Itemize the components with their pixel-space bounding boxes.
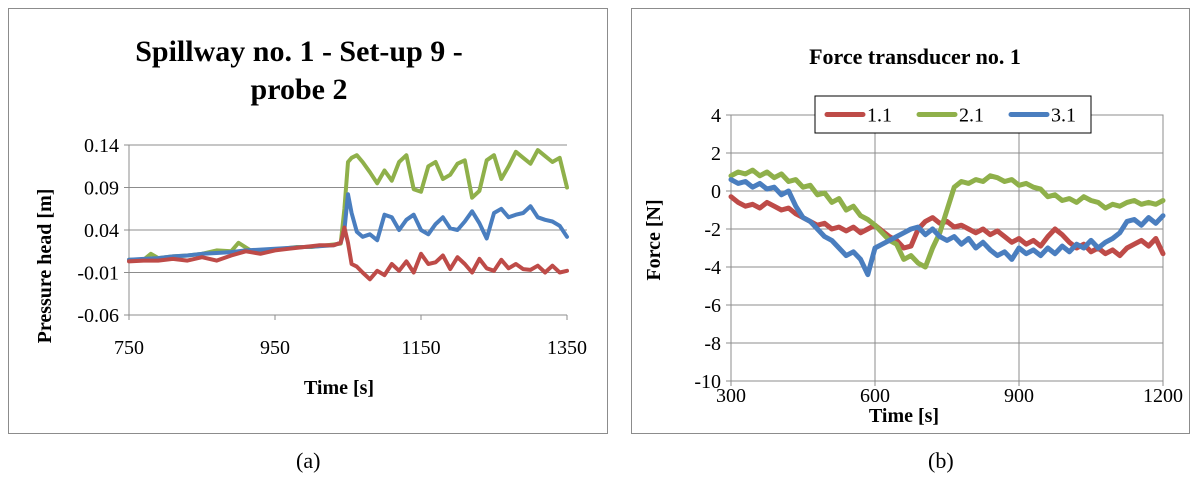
x-tick-label: 750 [114,337,144,359]
y-tick-label: -0.06 [77,305,119,327]
chart-panel-a: Spillway no. 1 - Set-up 9 - probe 2 Time… [8,8,608,434]
x-tick-label: 1150 [401,337,440,359]
y-tick-label: 0.09 [84,178,119,200]
series-line-3-1 [728,177,1166,278]
y-tick-label: 0.14 [84,135,119,157]
chart-panel-b: Force transducer no. 1 Time [s] Force [N… [631,8,1190,434]
x-tick-label: 900 [1004,385,1034,407]
legend-label-2-1: 2.1 [959,105,984,127]
chart-title: Force transducer no. 1 [809,44,1021,69]
x-axis-title: Time [s] [304,377,374,399]
x-tick-label: 1350 [547,337,587,359]
series-line-2-1 [728,167,1166,270]
series-line-3 [127,225,569,282]
y-tick-label: 0.04 [84,220,119,242]
y-tick-label: -6 [704,295,721,317]
y-tick-label: -2 [704,219,721,241]
y-tick-label: 2 [711,143,721,165]
x-axis-title: Time [s] [869,405,939,427]
caption-a: (a) [296,448,321,473]
force-transducer-chart: Force transducer no. 1 Time [s] Force [N… [643,44,1183,427]
y-tick-label: -8 [704,333,721,355]
y-tick-label: 4 [711,105,721,127]
chart-title-line2: probe 2 [251,73,348,106]
legend-label-3-1: 3.1 [1051,105,1076,127]
caption-b: (b) [928,448,954,473]
series-line-1 [127,148,569,262]
legend-label-1-1: 1.1 [867,105,892,127]
y-axis-title: Force [N] [643,199,665,280]
x-tick-label: 600 [860,385,890,407]
y-tick-label: 0 [711,181,721,203]
x-tick-label: 300 [716,385,746,407]
x-tick-label: 1200 [1143,385,1183,407]
y-tick-label: -10 [694,371,721,393]
pressure-head-chart: Spillway no. 1 - Set-up 9 - probe 2 Time… [34,35,587,399]
y-tick-label: -4 [704,257,721,279]
chart-title-line1: Spillway no. 1 - Set-up 9 - [135,35,463,68]
y-axis-title: Pressure head [m] [34,189,56,344]
x-tick-label: 950 [260,337,290,359]
y-tick-label: -0.01 [77,263,119,285]
